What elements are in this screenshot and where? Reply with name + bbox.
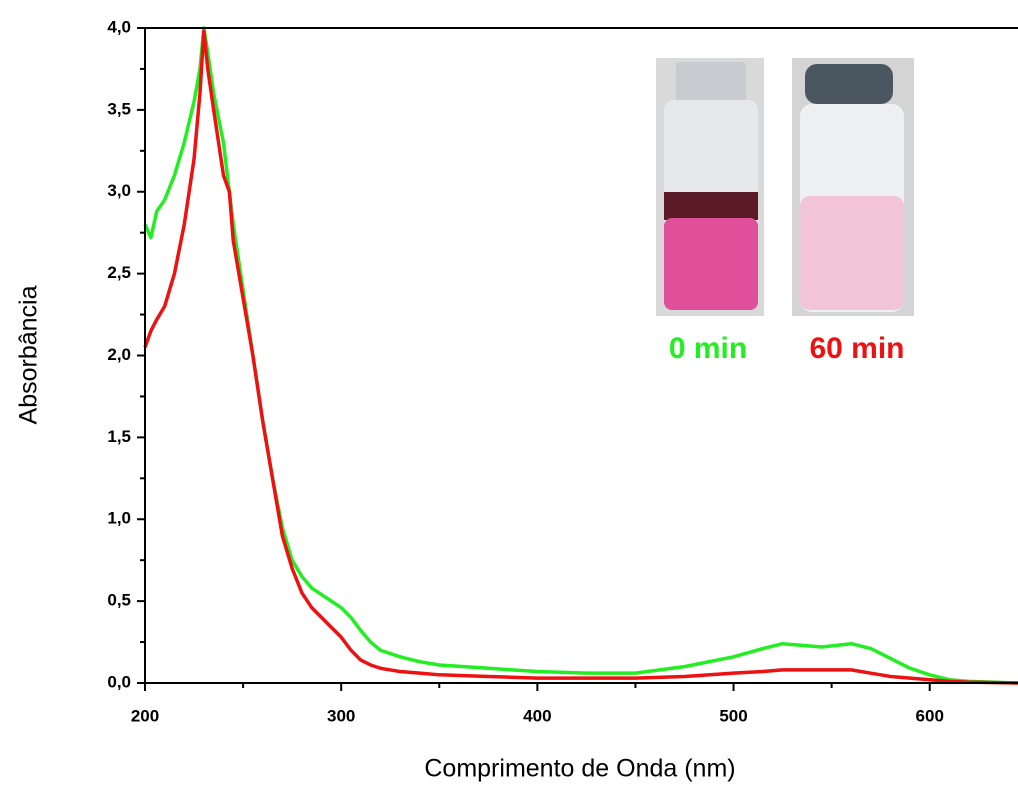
x-tick-label: 400 xyxy=(523,706,551,725)
y-tick-label: 1,0 xyxy=(107,509,131,528)
x-tick-label: 600 xyxy=(916,706,944,725)
y-tick-label: 0,0 xyxy=(107,672,131,691)
x-tick-label: 200 xyxy=(131,706,159,725)
y-tick-label: 0,5 xyxy=(107,591,131,610)
y-tick-label: 4,0 xyxy=(107,17,131,36)
legend-0min: 0 min xyxy=(669,332,747,365)
photo-0min xyxy=(656,58,764,316)
y-axis-title: Absorbância xyxy=(15,285,43,424)
photo-60min xyxy=(792,58,914,316)
y-tick-label: 1,5 xyxy=(107,427,131,446)
x-tick-label: 500 xyxy=(719,706,747,725)
x-tick-label: 300 xyxy=(327,706,355,725)
legend-60min: 60 min xyxy=(809,332,904,365)
y-tick-label: 2,0 xyxy=(107,345,131,364)
y-tick-label: 2,5 xyxy=(107,263,131,282)
series-line xyxy=(143,29,1018,685)
x-axis-title: Comprimento de Onda (nm) xyxy=(424,755,735,783)
y-tick-label: 3,5 xyxy=(107,99,131,118)
y-tick-label: 3,0 xyxy=(107,181,131,200)
